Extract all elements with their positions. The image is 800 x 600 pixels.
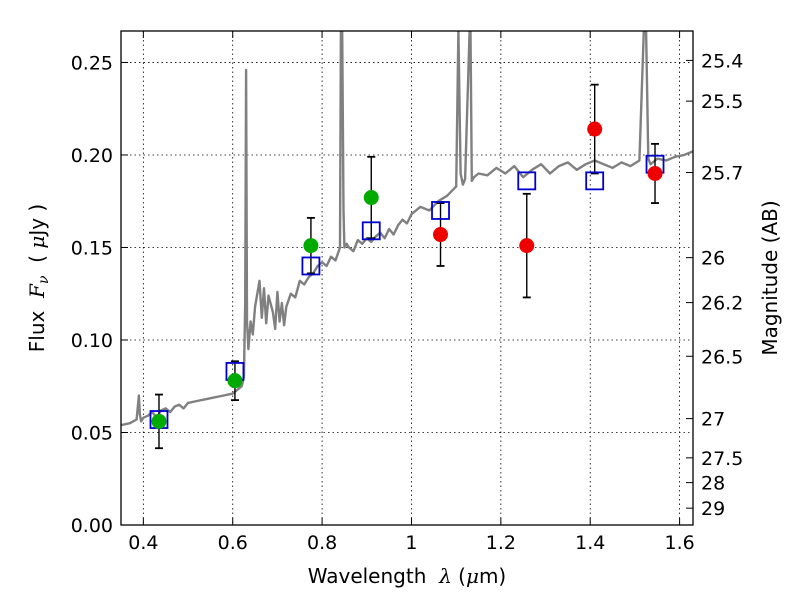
green-data-point <box>363 190 379 206</box>
y-axis-label: Flux Fν ( μJy ) <box>25 204 52 352</box>
y-tick-label: 0.25 <box>71 52 113 74</box>
y2-tick-label: 29 <box>701 498 725 520</box>
x-tick-label: 1.4 <box>575 532 605 554</box>
x-tick-label: 1 <box>405 532 417 554</box>
x-tick-label: 1.6 <box>664 532 694 554</box>
observed-points <box>151 121 663 429</box>
y2-tick-label: 25.5 <box>701 91 743 113</box>
grid-lines <box>121 31 693 525</box>
y-tick-label: 0.05 <box>71 422 113 444</box>
red-data-point <box>647 165 663 181</box>
y2-tick-label: 25.4 <box>701 50 743 72</box>
y2-tick-label: 26.5 <box>701 346 743 368</box>
y-tick-label: 0.00 <box>71 515 113 537</box>
x-tick-label: 0.6 <box>218 532 248 554</box>
y-tick-label: 0.20 <box>71 145 113 167</box>
y2-tick-label: 25.7 <box>701 163 743 185</box>
axis-tick-labels: 0.4 0.6 0.8 1 1.2 1.4 1.6 0.00 0.05 0.10 0.15 0.20 0… <box>71 50 744 554</box>
model-photometry-square <box>361 221 381 241</box>
x-tick-label: 0.4 <box>128 532 158 554</box>
y2-tick-label: 26 <box>701 248 725 270</box>
y2-tick-label: 27.5 <box>701 448 743 470</box>
green-data-point <box>303 238 319 254</box>
green-data-point <box>227 373 243 389</box>
plot-frame <box>120 30 694 526</box>
model-photometry-square <box>517 171 537 191</box>
y-tick-label: 0.15 <box>71 237 113 259</box>
red-data-point <box>587 121 603 137</box>
y2-tick-label: 28 <box>701 473 725 495</box>
model-photometry-square <box>301 256 321 276</box>
x-axis-label: Wavelength λ (μm) <box>308 564 507 588</box>
green-data-point <box>151 413 167 429</box>
model-photometry-square <box>431 201 450 220</box>
red-data-point <box>519 238 535 254</box>
model-photometry-square <box>585 171 605 191</box>
y2-axis-label: Magnitude (AB) <box>758 200 782 355</box>
red-data-point <box>433 227 449 243</box>
plot-area <box>121 31 693 450</box>
y-tick-label: 0.10 <box>71 330 113 352</box>
x-tick-label: 1.2 <box>486 532 516 554</box>
axis-ticks <box>121 31 693 526</box>
x-tick-label: 0.8 <box>307 532 337 554</box>
y2-tick-label: 27 <box>701 409 725 431</box>
y2-tick-label: 26.2 <box>701 293 743 315</box>
plot-background <box>121 31 693 525</box>
model-spectrum-line <box>121 31 693 427</box>
